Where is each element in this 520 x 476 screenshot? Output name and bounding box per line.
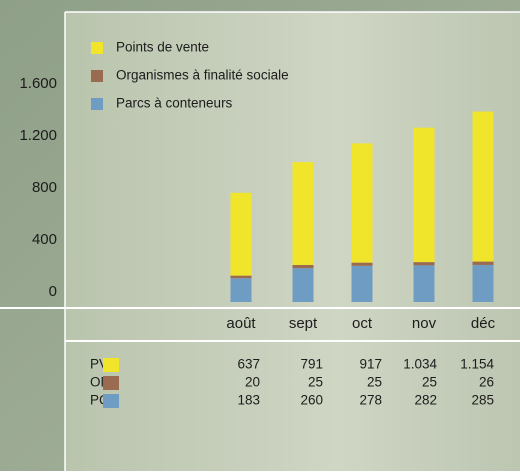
y-tick-label: 1.200 [19,127,57,144]
x-tick-label: déc [471,315,496,332]
bar-segment [351,265,373,302]
legend-label: Organismes à finalité sociale [116,68,289,83]
table-value: 917 [359,357,382,372]
y-tick-label: 0 [49,283,57,300]
bar-segment [351,143,373,263]
table-value: 637 [237,357,260,372]
legend-swatch [91,42,103,54]
y-tick-label: 1.600 [19,75,57,92]
table-value: 25 [308,375,323,390]
table-swatch [103,358,119,372]
bar-segment [230,275,252,279]
bar-segment [472,261,494,265]
x-tick-label: sept [289,315,318,332]
y-tick-label: 800 [32,179,57,196]
x-tick-label: nov [412,315,437,332]
table-value: 26 [479,375,494,390]
bar-segment [413,262,435,266]
bar-segment [292,268,314,302]
table-value: 282 [414,393,437,408]
bar-segment [472,111,494,262]
x-tick-label: oct [352,315,373,332]
table-swatch [103,376,119,390]
legend-label: Parcs à conteneurs [116,96,233,111]
bar-segment [413,265,435,302]
table-value: 791 [300,357,323,372]
bar-segment [351,262,373,266]
table-value: 20 [245,375,260,390]
bar-segment [292,162,314,265]
table-value: 25 [367,375,382,390]
bar-segment [230,192,252,276]
table-value: 25 [422,375,437,390]
legend-label: Points de vente [116,40,209,55]
table-value: 260 [300,393,323,408]
table-value: 183 [237,393,260,408]
bar-segment [472,264,494,302]
table-swatch [103,394,119,408]
table-value: 1.034 [403,357,437,372]
table-value: 1.154 [460,357,494,372]
table-value: 285 [471,393,494,408]
x-tick-label: août [226,315,256,332]
bar-segment [230,278,252,302]
bar-segment [413,127,435,263]
y-tick-label: 400 [32,231,57,248]
table-value: 278 [359,393,382,408]
legend-swatch [91,98,103,110]
legend-swatch [91,70,103,82]
bar-segment [292,264,314,269]
